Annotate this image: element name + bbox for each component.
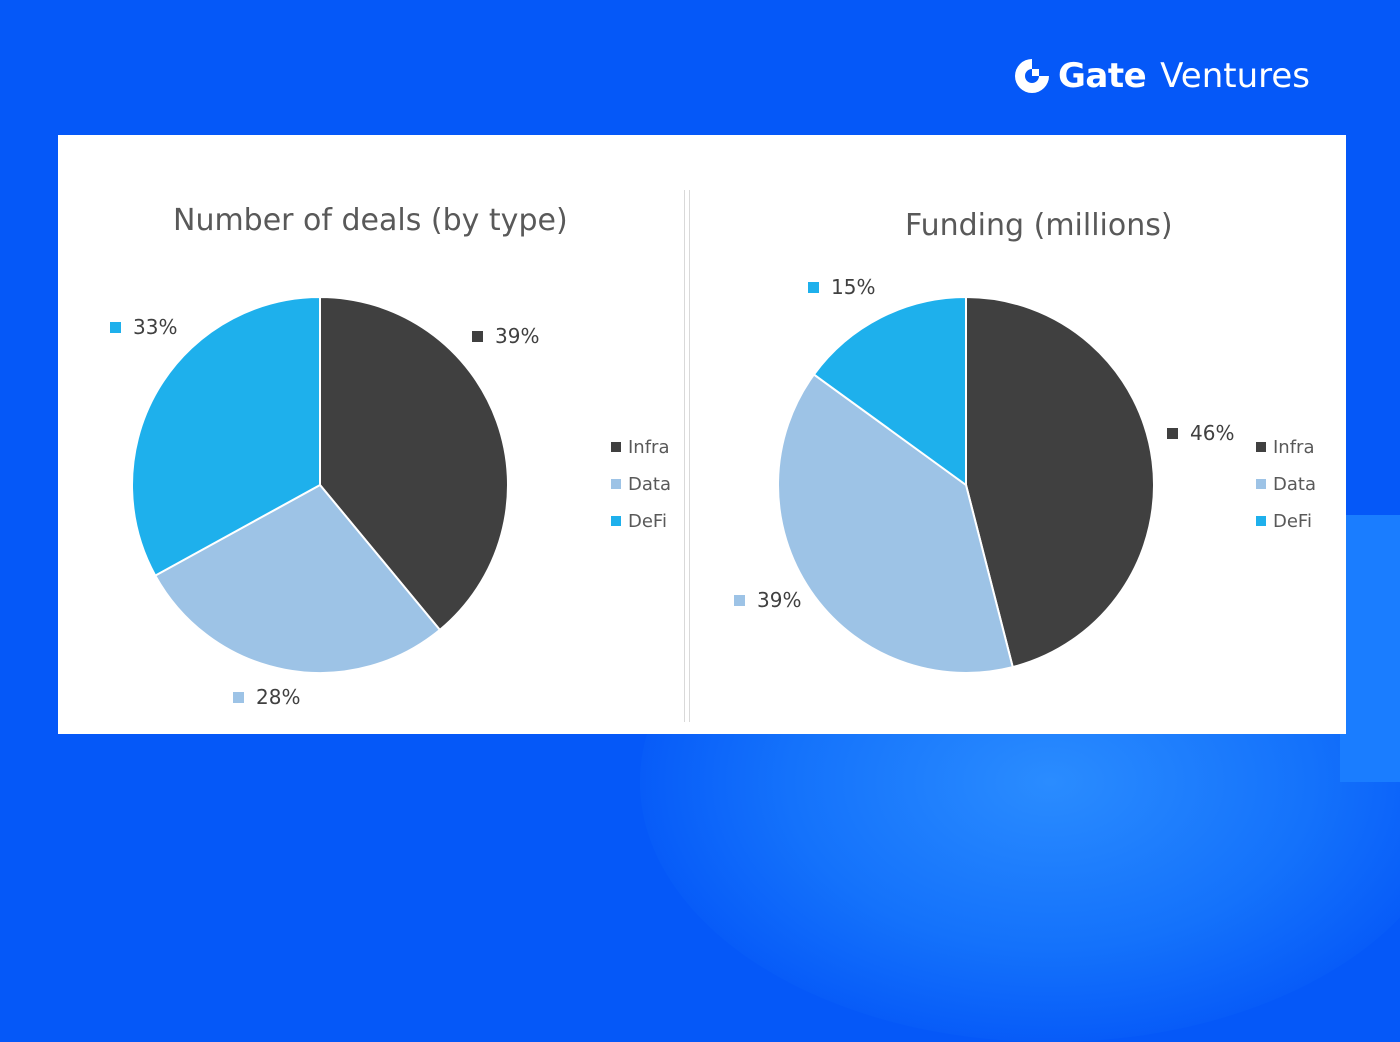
chart1-label-data-text: 28% (256, 685, 301, 709)
gate-ventures-logo: Gate Ventures (1012, 56, 1310, 96)
pie-charts-canvas (131, 295, 1155, 674)
chart1-slice-defi (131, 295, 321, 577)
chart2-legend-data: Data (1256, 473, 1316, 495)
chart1-label-infra: 39% (472, 324, 539, 348)
chart1-label-defi-swatch (110, 321, 121, 333)
logo-text-gate: Gate (1058, 56, 1147, 96)
chart1-legend-infra: Infra (611, 436, 671, 458)
chart2-label-infra-text: 46% (1190, 421, 1235, 445)
chart1-label-data-swatch (233, 691, 244, 703)
chart1-legend-defi-label: DeFi (628, 510, 667, 532)
chart2-label-data-text: 39% (757, 588, 802, 612)
chart2-legend-defi: DeFi (1256, 510, 1316, 532)
chart2-title: Funding (millions) (905, 208, 1173, 243)
chart2-legend-defi-label: DeFi (1273, 510, 1312, 532)
chart1-label-defi: 33% (110, 315, 177, 339)
chart2-slice-data (777, 373, 1014, 674)
chart1-legend-defi-swatch (611, 516, 621, 526)
chart1-legend-data: Data (611, 473, 671, 495)
background-accent (1340, 515, 1400, 782)
chart2-legend-data-swatch (1256, 479, 1266, 489)
chart2-legend-data-label: Data (1273, 473, 1316, 495)
chart2-label-defi-swatch (808, 281, 819, 293)
chart2-legend-infra: Infra (1256, 436, 1316, 458)
chart2-label-defi-text: 15% (831, 275, 876, 299)
chart2-slice-defi (812, 295, 967, 487)
chart-divider (684, 190, 690, 722)
chart2-legend: Infra Data DeFi (1256, 436, 1316, 532)
chart1-pie (131, 295, 509, 674)
chart1-slice-infra (319, 295, 509, 632)
chart1-label-defi-text: 33% (133, 315, 178, 339)
chart2-pie (777, 295, 1155, 674)
chart1-legend-defi: DeFi (611, 510, 671, 532)
chart1-title: Number of deals (by type) (173, 203, 568, 238)
chart2-legend-defi-swatch (1256, 516, 1266, 526)
chart1-legend-data-swatch (611, 479, 621, 489)
chart2-legend-infra-label: Infra (1273, 436, 1315, 458)
chart1-legend: Infra Data DeFi (611, 436, 671, 532)
chart2-slice-infra (965, 295, 1155, 669)
logo-text-ventures: Ventures (1160, 56, 1311, 96)
chart2-label-infra-swatch (1167, 427, 1178, 439)
chart1-label-infra-text: 39% (495, 324, 540, 348)
chart1-legend-infra-swatch (611, 442, 621, 452)
chart2-legend-infra-swatch (1256, 442, 1266, 452)
chart2-label-data: 39% (734, 588, 801, 612)
chart1-legend-data-label: Data (628, 473, 671, 495)
chart2-label-defi: 15% (808, 275, 875, 299)
chart2-label-infra: 46% (1167, 421, 1234, 445)
chart1-label-infra-swatch (472, 330, 483, 342)
gate-logo-icon (1015, 59, 1049, 93)
chart1-slice-data (153, 483, 442, 674)
chart1-label-data: 28% (233, 685, 300, 709)
chart1-legend-infra-label: Infra (628, 436, 670, 458)
chart2-label-data-swatch (734, 594, 745, 606)
